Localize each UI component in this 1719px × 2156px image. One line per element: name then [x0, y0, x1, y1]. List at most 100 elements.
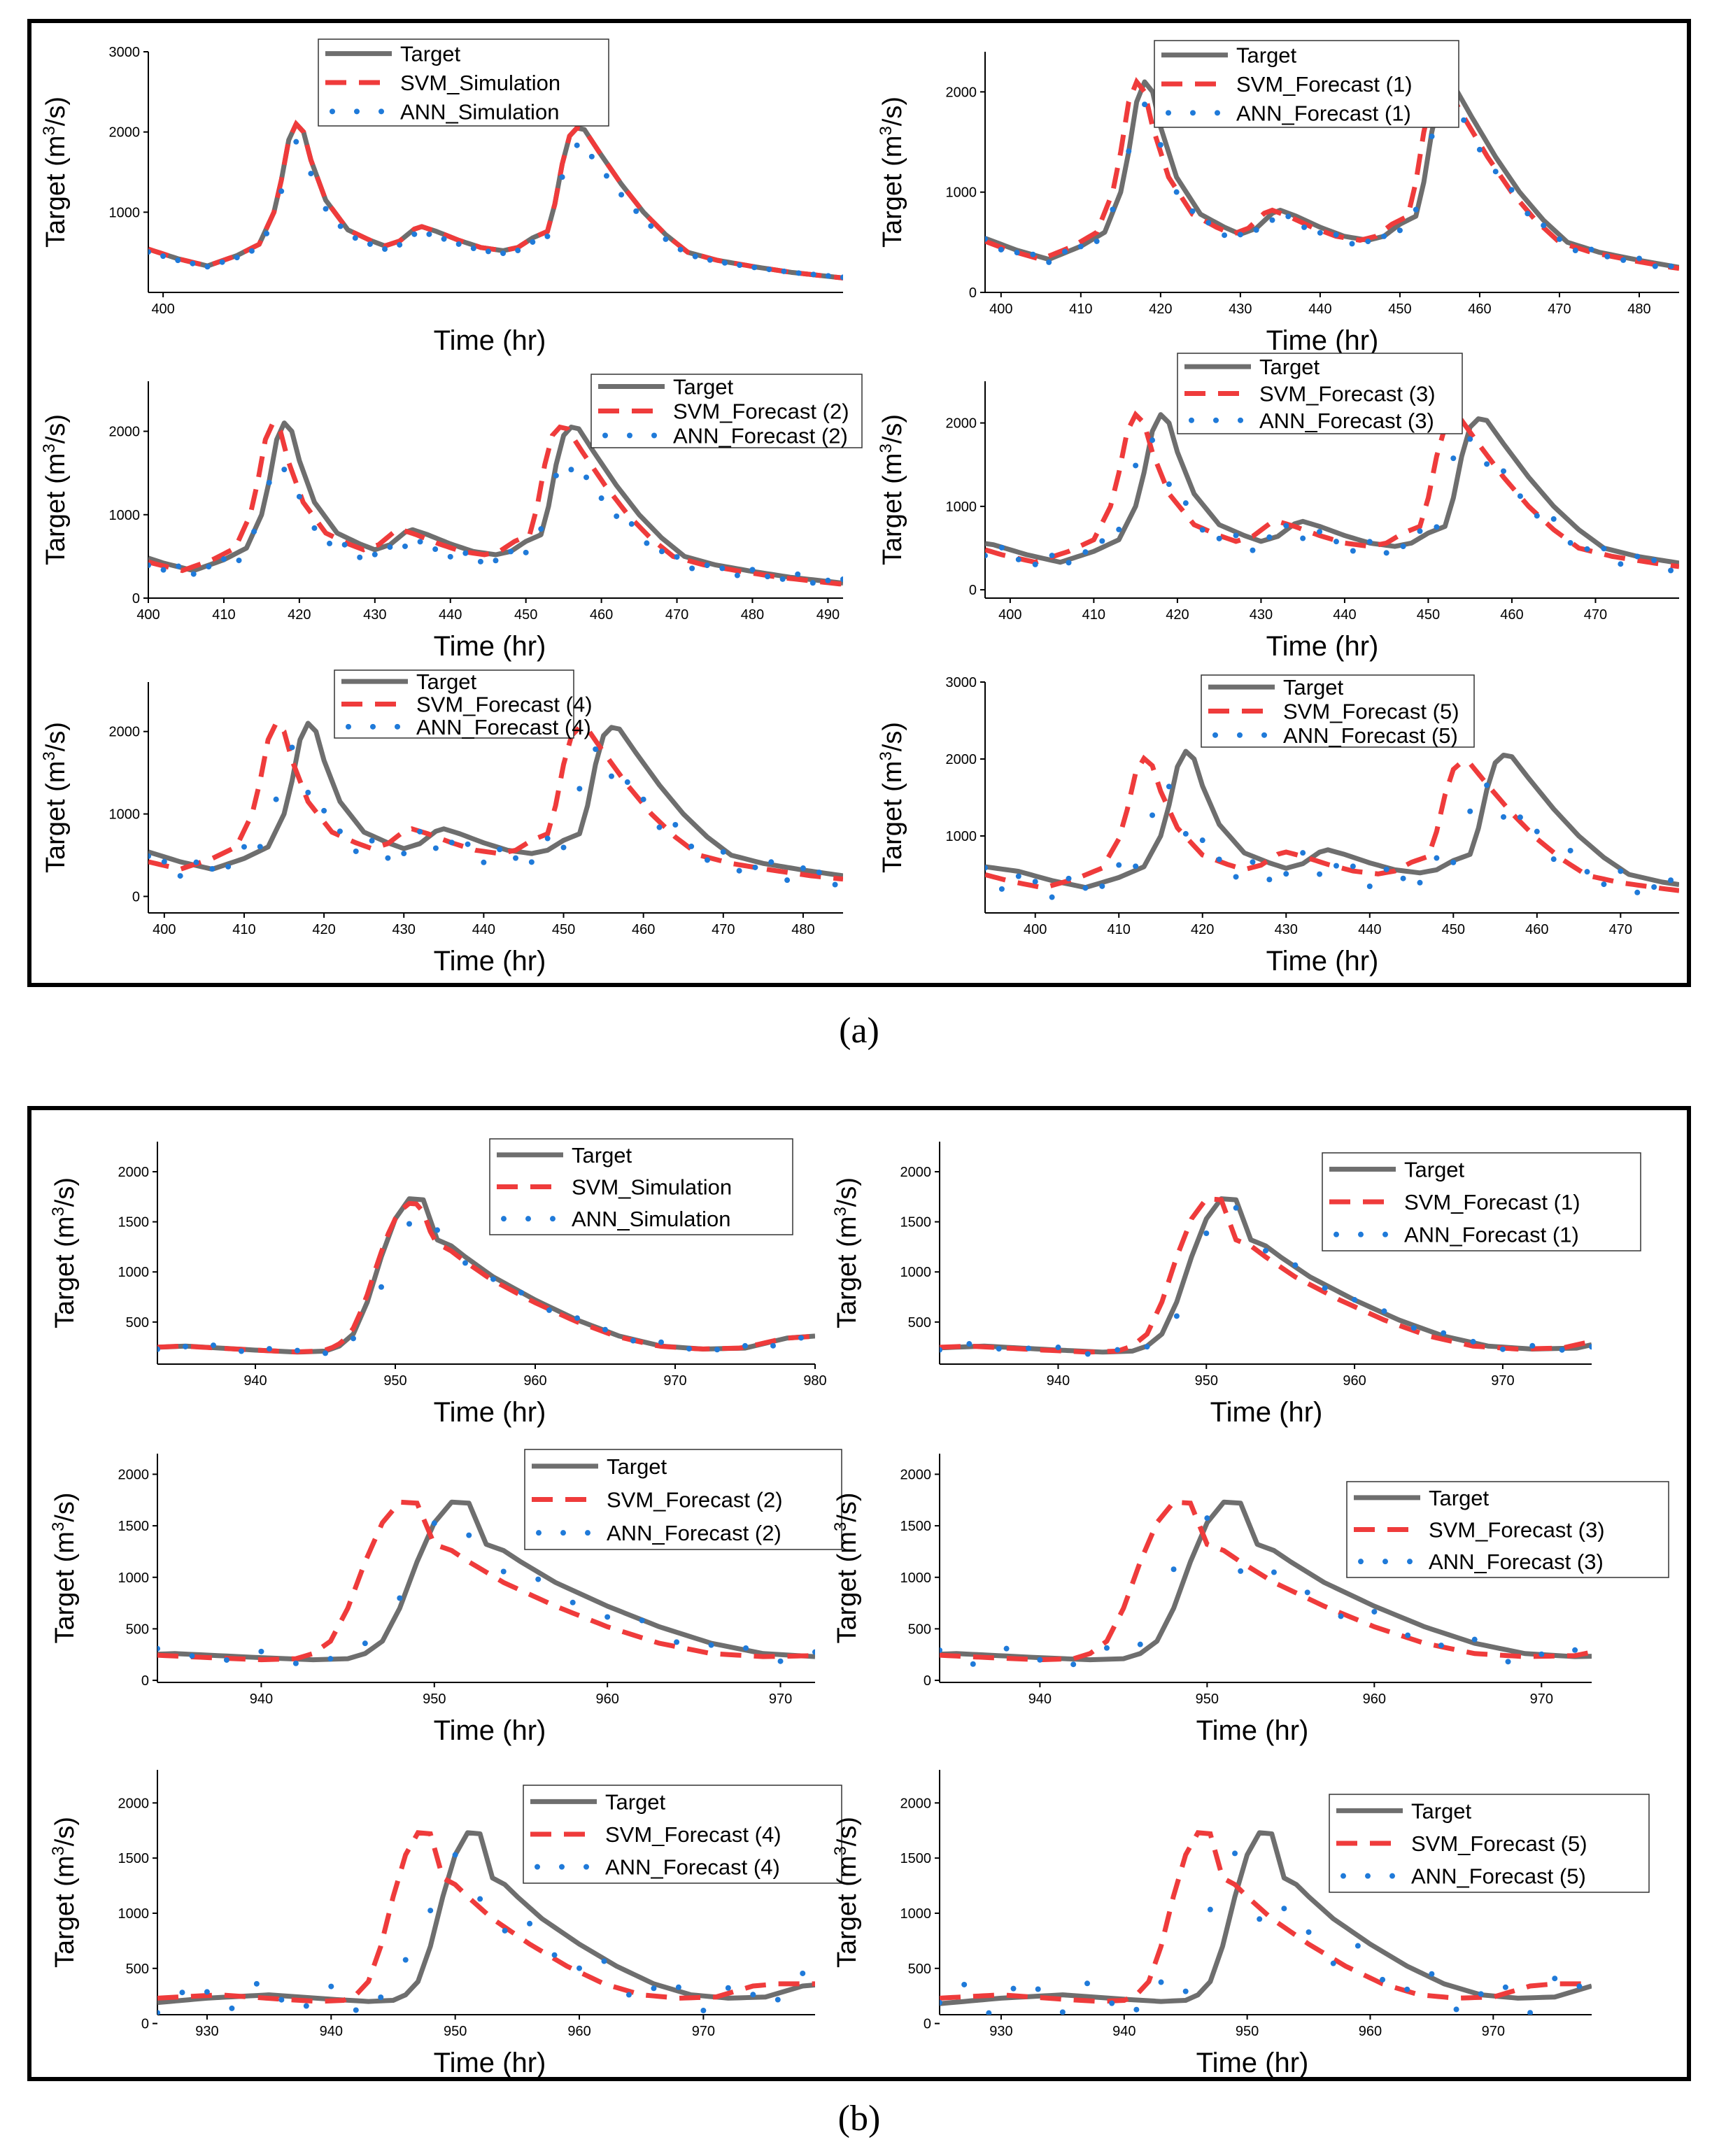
ann-point	[707, 257, 713, 263]
ann-point	[1541, 222, 1547, 229]
y-axis-label: Target (m3/s)	[877, 97, 907, 248]
ann-point	[1501, 468, 1507, 474]
ann-point	[351, 1335, 356, 1342]
x-tick-label: 950	[1236, 2024, 1259, 2039]
ann-point	[253, 1980, 260, 1987]
ann-point	[1317, 229, 1323, 236]
ann-point	[1441, 1330, 1447, 1336]
ann-point	[658, 548, 665, 555]
ann-point	[1534, 828, 1540, 835]
ann-point	[1266, 877, 1273, 883]
series-svm-line	[157, 1499, 815, 1663]
legend-label: ANN_Forecast (4)	[605, 1855, 780, 1880]
series-group	[940, 1830, 1592, 2015]
ann-point	[385, 855, 391, 861]
y-tick-label: 1000	[109, 508, 141, 523]
y-tick-label: 1000	[946, 829, 977, 844]
ann-point	[266, 479, 272, 485]
y-tick-label: 1500	[118, 1851, 150, 1866]
x-axis-label: Time (hr)	[1266, 631, 1379, 662]
ann-point	[737, 262, 743, 269]
ann-point	[362, 1640, 368, 1647]
ann-point	[551, 1952, 558, 1958]
series-group	[157, 1830, 815, 2015]
ann-point	[427, 1908, 434, 1914]
x-tick-label: 420	[1191, 922, 1214, 937]
ann-point	[574, 142, 580, 148]
ann-point	[998, 246, 1004, 253]
legend-label: SVM_Forecast (5)	[1411, 1831, 1587, 1856]
ann-point	[1237, 232, 1243, 238]
ann-point	[1634, 553, 1641, 560]
x-tick-label: 940	[1028, 1692, 1052, 1707]
legend-ann-swatch	[395, 723, 400, 730]
x-tick-label: 470	[712, 922, 735, 937]
y-tick-label: 3000	[946, 675, 977, 690]
ann-point	[1010, 1985, 1017, 1992]
ann-point	[204, 264, 211, 270]
series-group	[148, 718, 843, 888]
ann-point	[779, 576, 786, 582]
ann-point	[193, 859, 199, 865]
ann-point	[1651, 884, 1657, 890]
x-tick-label: 410	[1082, 607, 1105, 623]
ann-point	[303, 2003, 309, 2009]
ann-point	[1144, 1344, 1150, 1350]
y-tick-label: 500	[908, 1622, 931, 1637]
ann-point	[743, 1645, 749, 1651]
x-tick-label: 940	[320, 2024, 343, 2039]
x-tick-label: 440	[1333, 607, 1356, 623]
ann-point	[765, 574, 771, 580]
ann-point	[614, 513, 620, 519]
legend: Target SVM_Forecast (3) ANN_Forecast (3)	[1177, 353, 1463, 434]
ann-point	[225, 863, 232, 870]
ann-point	[281, 467, 288, 473]
legend-label: ANN_Forecast (1)	[1236, 101, 1411, 125]
legend-label: Target	[607, 1454, 667, 1479]
ann-point	[784, 877, 791, 884]
ann-point	[308, 171, 314, 177]
ann-point	[353, 2007, 359, 2013]
ann-point	[513, 855, 519, 861]
ann-point	[663, 236, 669, 242]
series-svm-line	[148, 418, 843, 587]
ann-point	[273, 796, 279, 802]
ann-point	[372, 551, 378, 558]
frame-a	[27, 19, 1691, 987]
x-tick-label: 480	[791, 922, 814, 937]
ann-point	[1501, 814, 1507, 820]
ann-point	[1026, 1345, 1032, 1352]
ann-point	[1049, 553, 1055, 559]
ann-point	[940, 1347, 942, 1353]
ann-point	[204, 1989, 210, 1995]
ann-point	[257, 844, 263, 850]
y-axis-label: Target (m3/s)	[49, 1817, 80, 1968]
ann-point	[1381, 233, 1387, 239]
ann-point	[598, 495, 604, 502]
frame-b	[27, 1106, 1691, 2081]
ann-point	[689, 565, 695, 572]
ann-point	[998, 886, 1005, 892]
ann-point	[625, 1992, 632, 1998]
x-tick-label: 950	[1196, 1692, 1219, 1707]
chart-b4: 940 950 960 970 0 500 1000 1500 2000 Time (hr) Tar…	[831, 1454, 1669, 1746]
ann-point	[1003, 1645, 1010, 1652]
y-tick-label: 1000	[900, 1265, 932, 1280]
ann-point	[378, 1994, 384, 2001]
ann-point	[305, 789, 311, 795]
legend-ann-swatch	[1365, 1873, 1371, 1879]
ann-point	[1429, 1971, 1435, 1977]
ann-point	[675, 1984, 681, 1990]
ann-point	[1317, 871, 1323, 877]
ann-point	[1400, 875, 1406, 881]
ann-point	[1550, 856, 1557, 863]
x-axis-label: Time (hr)	[434, 1715, 546, 1746]
ann-point	[1584, 869, 1590, 875]
legend-ann-swatch	[602, 432, 608, 439]
ann-point	[639, 1617, 645, 1624]
ann-point	[1371, 1608, 1378, 1615]
y-tick-label: 1000	[118, 1265, 150, 1280]
ann-point	[258, 1648, 264, 1654]
ann-point	[812, 1649, 815, 1655]
ann-point	[1380, 1976, 1386, 1983]
